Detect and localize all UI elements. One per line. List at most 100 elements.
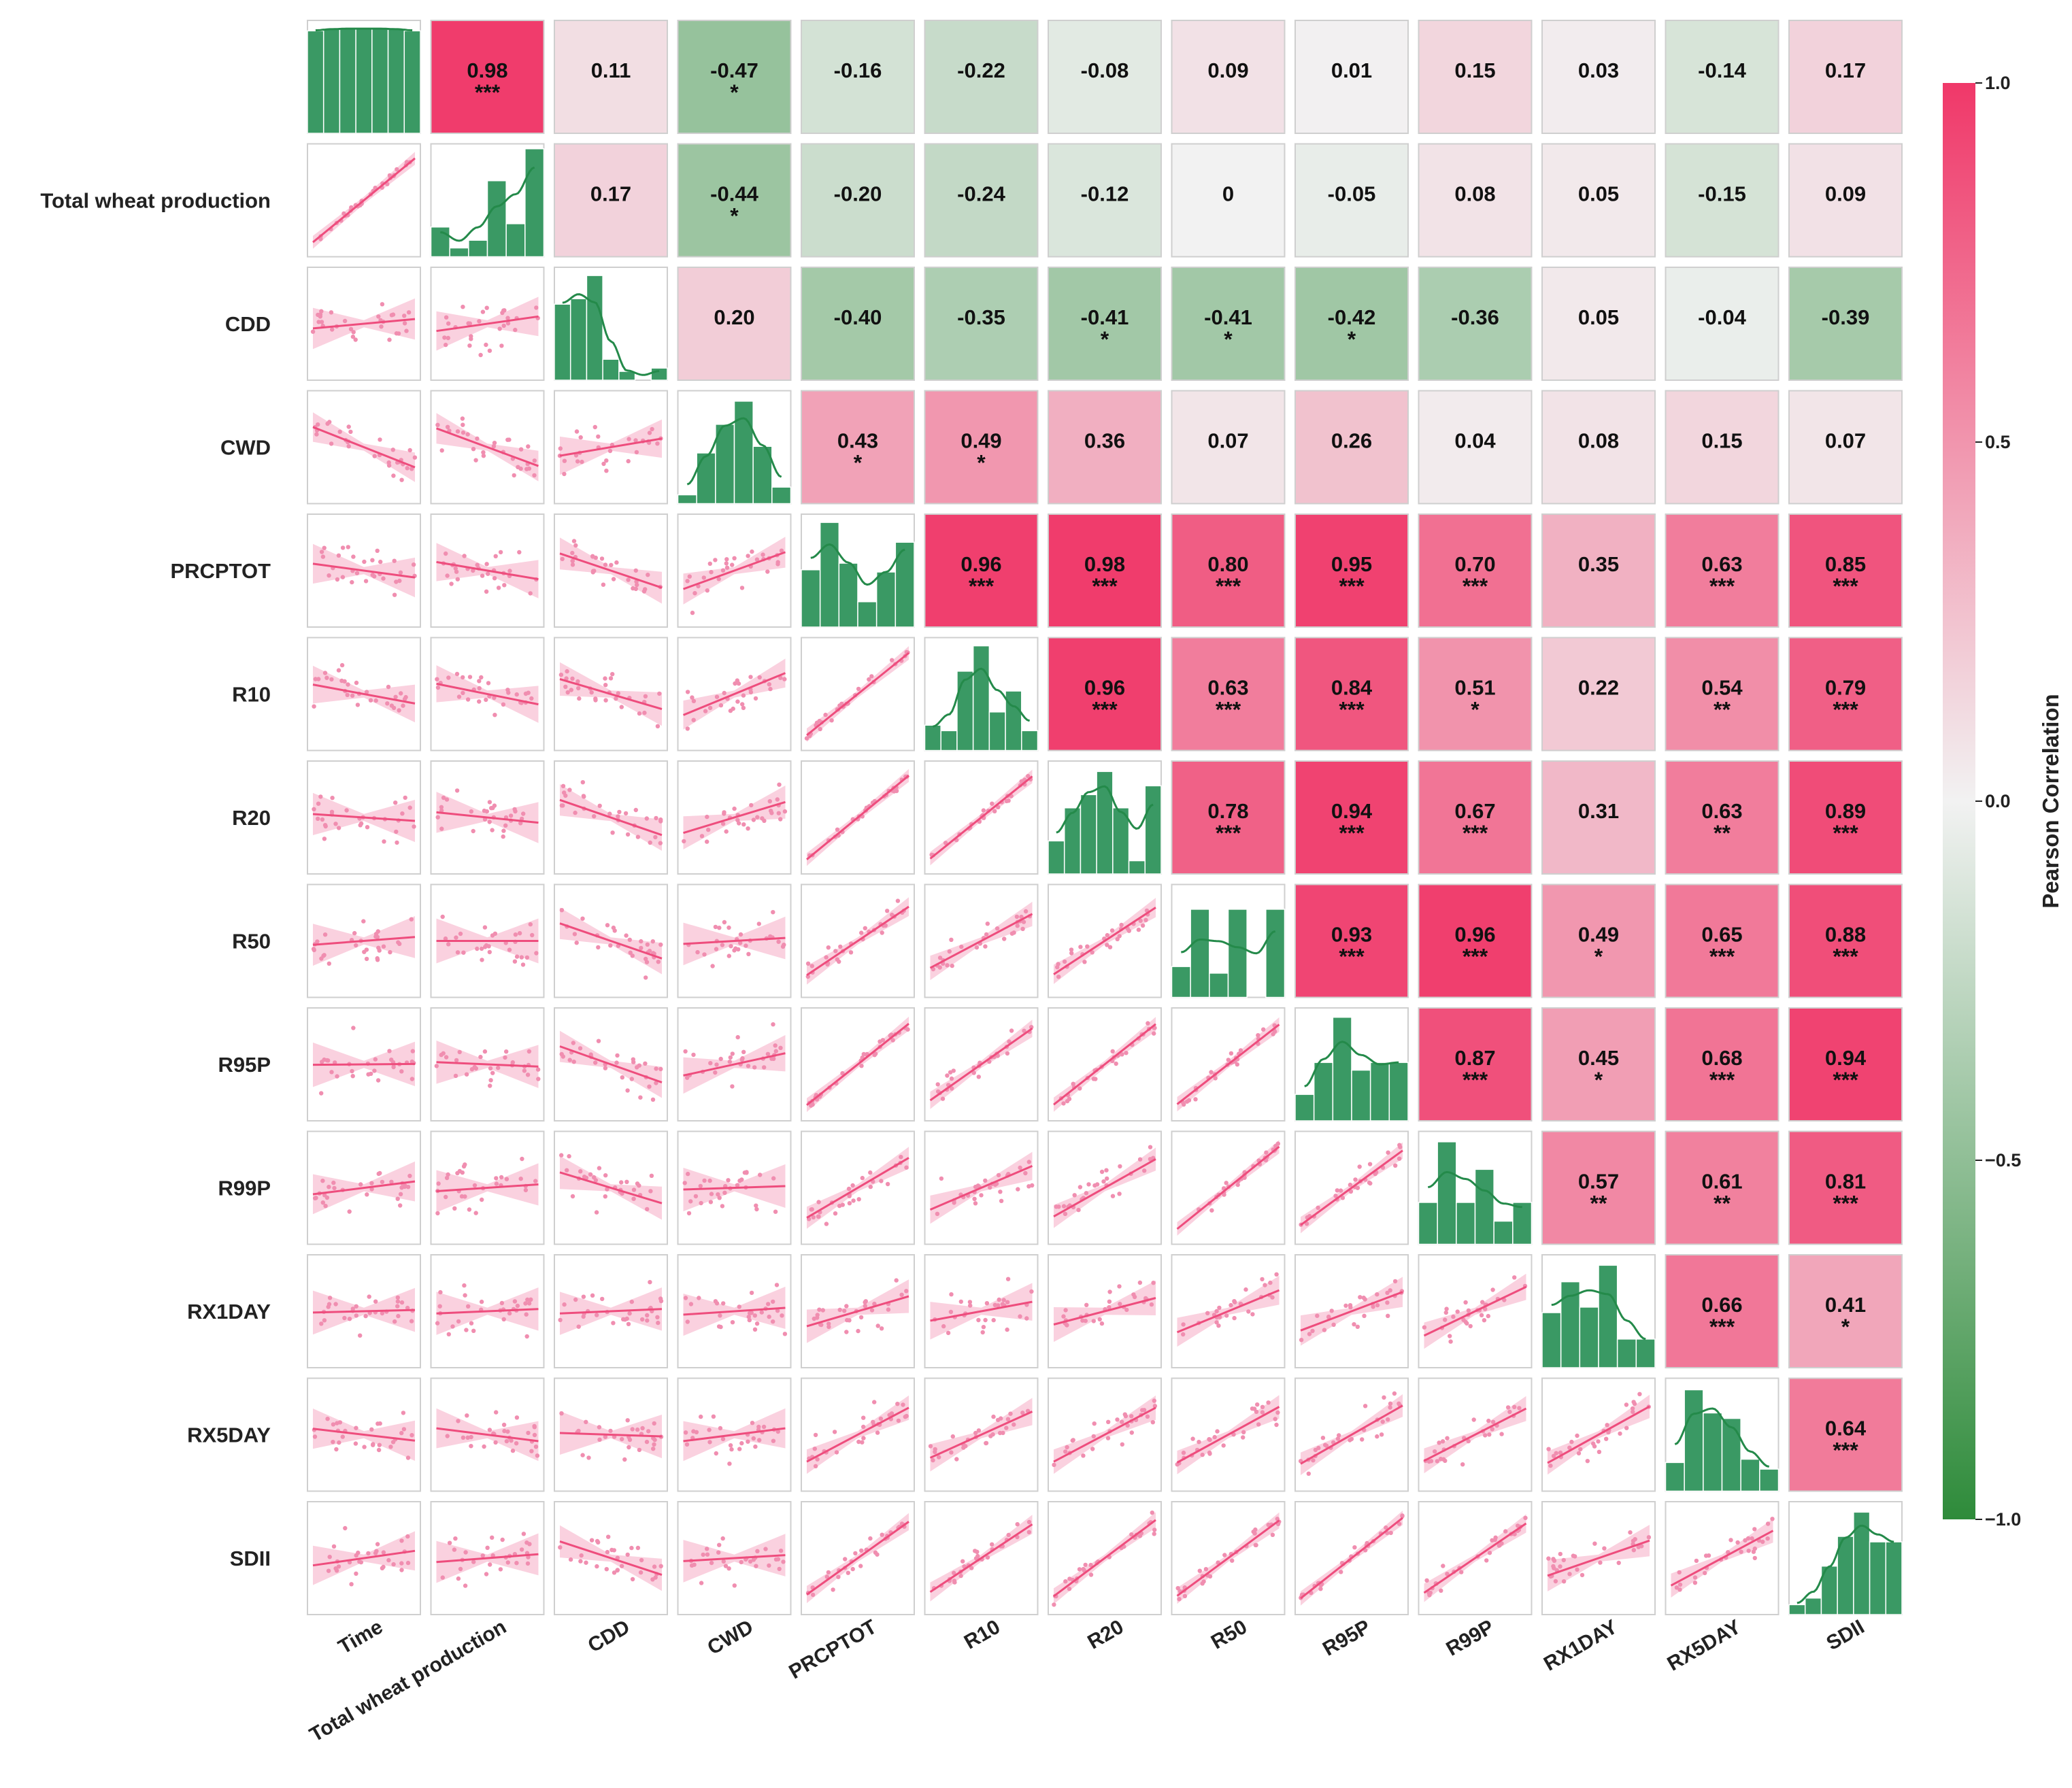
corr-tile bbox=[1171, 637, 1286, 752]
scatter-point bbox=[685, 579, 690, 584]
significance-stars: ** bbox=[1714, 821, 1731, 845]
scatter-point bbox=[358, 1182, 363, 1187]
scatter-point bbox=[878, 1416, 884, 1421]
scatter-point bbox=[631, 1057, 635, 1062]
significance-stars: ** bbox=[1714, 698, 1731, 722]
scatter-point bbox=[347, 1317, 352, 1321]
regression-line bbox=[806, 1295, 909, 1328]
corr-value: -0.47 bbox=[710, 58, 758, 82]
cell-0-0 bbox=[307, 20, 421, 134]
scatter-point bbox=[581, 794, 586, 798]
scatter-point bbox=[458, 931, 463, 937]
scatter-point bbox=[837, 1307, 842, 1313]
regression-line bbox=[929, 1027, 1033, 1102]
scatter-point bbox=[316, 422, 320, 427]
scatter-point bbox=[1307, 1332, 1312, 1336]
regression-line bbox=[559, 552, 663, 589]
scatter-point bbox=[528, 922, 533, 927]
cell-6-2 bbox=[554, 760, 668, 875]
corr-value: -0.41 bbox=[1204, 305, 1252, 329]
scatter-point bbox=[723, 1564, 729, 1568]
histogram-bar bbox=[988, 711, 1006, 752]
scatter-point bbox=[656, 1320, 661, 1326]
scatter-point bbox=[732, 1583, 737, 1588]
scatter-point bbox=[809, 1103, 814, 1108]
scatter-point bbox=[380, 1179, 385, 1185]
scatter-point bbox=[1152, 1532, 1156, 1536]
scatter-point bbox=[853, 1551, 858, 1556]
corr-value: -0.16 bbox=[834, 58, 882, 82]
scatter-point bbox=[861, 1051, 866, 1057]
scatter-point bbox=[603, 683, 608, 688]
scatter-point bbox=[824, 1221, 829, 1226]
scatter-point bbox=[488, 1562, 492, 1567]
scatter-point bbox=[536, 1077, 541, 1081]
cell-7-0 bbox=[307, 883, 421, 998]
scatter-point bbox=[446, 321, 451, 326]
scatter-point bbox=[872, 1301, 877, 1306]
scatter-point bbox=[1222, 1553, 1227, 1557]
scatter-point bbox=[1580, 1572, 1585, 1578]
cell-2-8: -0.42* bbox=[1294, 267, 1409, 381]
scatter-point bbox=[403, 694, 408, 700]
scatter-point bbox=[455, 577, 460, 581]
scatter-point bbox=[1067, 1096, 1072, 1102]
scatter-point bbox=[859, 930, 864, 935]
scatter-point bbox=[569, 688, 573, 692]
scatter-point bbox=[336, 668, 341, 673]
scatter-point bbox=[510, 1448, 516, 1453]
scatter-point bbox=[409, 1319, 414, 1323]
scatter-point bbox=[330, 327, 335, 332]
histogram-bar bbox=[972, 645, 990, 752]
scatter-point bbox=[831, 1587, 835, 1592]
scatter-point bbox=[1355, 1324, 1360, 1329]
scatter-point bbox=[322, 671, 328, 675]
scatter-point bbox=[1441, 1564, 1446, 1568]
histogram-bar bbox=[1541, 1312, 1562, 1368]
scatter-point bbox=[869, 674, 874, 679]
scatter-point bbox=[1392, 1279, 1398, 1284]
corr-tile bbox=[801, 20, 915, 134]
scatter-point bbox=[746, 826, 750, 831]
regression-line bbox=[1053, 1297, 1156, 1326]
corr-value: -0.20 bbox=[834, 182, 882, 206]
scatter-point bbox=[656, 960, 661, 964]
scatter-point bbox=[826, 945, 831, 950]
corr-tile bbox=[1294, 637, 1409, 752]
cell-1-3: -0.44* bbox=[677, 143, 792, 258]
scatter-point bbox=[346, 545, 350, 550]
scatter-point bbox=[1105, 1176, 1109, 1181]
scatter-point bbox=[603, 1434, 608, 1439]
scatter-point bbox=[410, 1049, 415, 1053]
scatter-point bbox=[1077, 1086, 1082, 1091]
scatter-point bbox=[351, 1026, 356, 1030]
scatter-point bbox=[1397, 1156, 1402, 1161]
scatter-point bbox=[477, 679, 482, 684]
row-label: R50 bbox=[232, 930, 271, 954]
column-label: R99P bbox=[1443, 1615, 1498, 1660]
scatter-point bbox=[439, 805, 444, 809]
scatter-point bbox=[973, 1201, 978, 1206]
scatter-point bbox=[1333, 1194, 1338, 1198]
cell-11-9 bbox=[1418, 1377, 1533, 1492]
scatter-point bbox=[749, 1290, 754, 1296]
regression-line bbox=[1423, 1522, 1527, 1594]
scatter-point bbox=[469, 1321, 474, 1326]
scatter-point bbox=[487, 348, 492, 353]
scatter-point bbox=[747, 1317, 752, 1323]
scatter-point bbox=[410, 467, 414, 471]
scatter-point bbox=[1348, 1438, 1352, 1443]
row-label: PRCPTOT bbox=[170, 559, 271, 583]
scatter-point bbox=[1750, 1536, 1754, 1541]
scatter-point bbox=[1152, 1404, 1158, 1409]
cell-10-12: 0.41* bbox=[1788, 1254, 1903, 1368]
scatter-point bbox=[370, 558, 375, 562]
scatter-point bbox=[1148, 1157, 1153, 1162]
scatter-point bbox=[473, 1211, 478, 1215]
scatter-point bbox=[373, 934, 378, 939]
corr-value: 0.49 bbox=[1578, 923, 1619, 947]
scatter-point bbox=[389, 703, 395, 708]
scatter-point bbox=[997, 1430, 1003, 1436]
scatter-point bbox=[499, 1175, 504, 1180]
scatter-point bbox=[771, 1022, 775, 1027]
